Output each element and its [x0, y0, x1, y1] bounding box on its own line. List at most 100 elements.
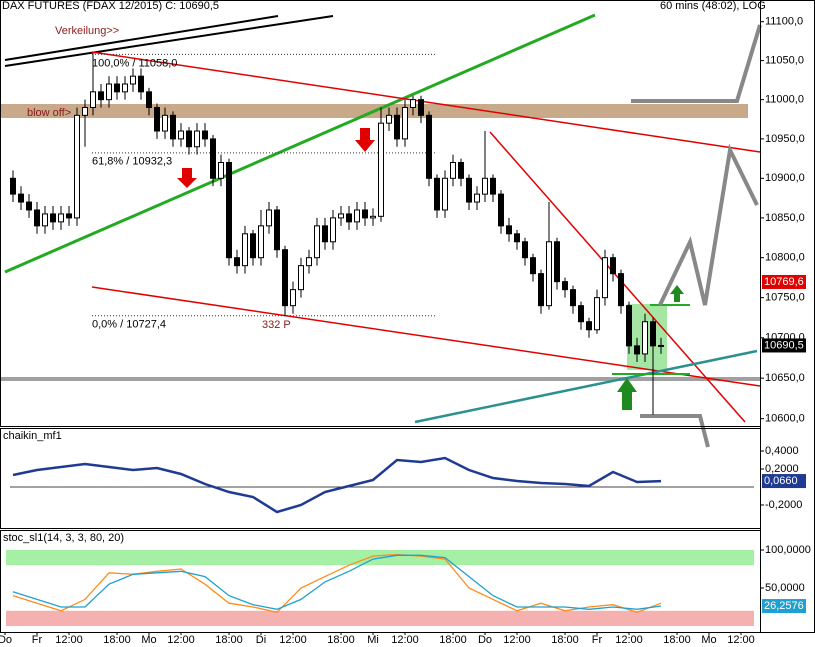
candle-body — [58, 213, 64, 223]
y-tick-label: 10650,0 — [765, 372, 805, 384]
candle-body — [450, 162, 456, 179]
x-tick-label: 18:00 — [103, 634, 131, 646]
candle-body — [618, 273, 624, 307]
x-tick-label: Fr — [592, 634, 603, 646]
fib-label: 61,8% / 10932,3 — [92, 156, 172, 168]
projection — [658, 143, 759, 306]
candle-body — [498, 193, 504, 227]
y-tick-label: -0,2000 — [765, 499, 802, 511]
candle-body — [258, 225, 264, 259]
candle-body — [130, 75, 136, 85]
x-tick-label: Di — [256, 634, 266, 646]
arrow-down — [177, 168, 197, 188]
candle-body — [370, 215, 376, 219]
candle-body — [250, 233, 256, 259]
candle-body — [226, 162, 232, 259]
x-tick-label: 18:00 — [215, 634, 243, 646]
y-tick-label: 11000,0 — [765, 94, 804, 106]
candle-body — [50, 213, 56, 223]
x-tick-label: Fr — [32, 634, 43, 646]
arrow-up — [670, 285, 684, 302]
candle-body — [114, 83, 120, 93]
candle-body — [626, 305, 632, 347]
candle-body — [322, 225, 328, 243]
band — [6, 610, 754, 626]
drawings — [4, 13, 762, 448]
candle-body — [386, 114, 392, 124]
candle-body — [330, 217, 336, 243]
candle-body — [482, 177, 488, 195]
channel-line — [91, 51, 761, 153]
candle-body — [346, 213, 352, 223]
candle-body — [354, 209, 360, 223]
candle-body — [186, 130, 192, 148]
candle-body — [266, 209, 272, 227]
price-marker — [762, 274, 806, 289]
channel-line — [91, 286, 761, 387]
candle-body — [522, 241, 528, 259]
y-tick-label: 11050,0 — [765, 54, 804, 66]
candle-body — [378, 122, 384, 217]
candle-body — [290, 289, 296, 307]
price-marker-label: 10769,6 — [764, 276, 804, 288]
candle-body — [570, 289, 576, 307]
projection — [631, 24, 762, 103]
candle-body — [66, 213, 72, 219]
x-tick-label: Do — [0, 634, 12, 646]
candle-body — [242, 233, 248, 267]
arrow-down — [355, 128, 375, 152]
candle-body — [274, 209, 280, 251]
candle-body — [338, 213, 344, 219]
wedge-line — [4, 15, 334, 67]
candle-body — [434, 177, 440, 211]
wedge-line — [4, 15, 279, 61]
candle-body — [10, 177, 16, 195]
x-tick-label: Do — [478, 634, 492, 646]
y-tick-label: 50,0000 — [765, 582, 805, 594]
y-tick-label: 10600,0 — [765, 413, 805, 425]
candle-body — [82, 106, 88, 116]
header-timeframe: 60 mins (48:02), LOG — [660, 0, 766, 12]
candle-body — [362, 209, 368, 219]
price-marker-label: 26,2576 — [764, 600, 804, 612]
candle-body — [138, 75, 144, 93]
candle-body — [178, 130, 184, 140]
candle-body — [586, 321, 592, 331]
trend-line — [4, 13, 596, 274]
candle-body — [610, 257, 616, 275]
x-tick-label: Mi — [367, 634, 379, 646]
candle-body — [202, 130, 208, 140]
y-tick-label: 10900,0 — [765, 172, 805, 184]
candle-body — [658, 344, 664, 347]
x-tick-label: 12:00 — [391, 634, 419, 646]
candle-body — [394, 114, 400, 140]
x-tick-label: 12:00 — [55, 634, 83, 646]
x-tick-label: 12:00 — [503, 634, 531, 646]
candle-body — [458, 162, 464, 179]
y-tick-label: 10850,0 — [765, 212, 805, 224]
candle-body — [26, 201, 32, 211]
annotation: 332 P — [262, 319, 291, 331]
candle-body — [106, 83, 112, 101]
candle-body — [466, 177, 472, 203]
candle-body — [602, 257, 608, 299]
arrow-up — [617, 378, 637, 410]
candle-body — [546, 241, 552, 307]
trend-line — [414, 349, 758, 424]
candle-body — [42, 213, 48, 227]
x-tick-label: 18:00 — [551, 634, 579, 646]
projection — [640, 414, 710, 448]
candle-body — [514, 233, 520, 243]
candle-body — [530, 257, 536, 275]
candle-body — [162, 114, 168, 132]
price-marker-label: 10690,5 — [764, 339, 804, 351]
candle-body — [490, 177, 496, 195]
candle-body — [554, 241, 560, 283]
candle-body — [410, 99, 416, 108]
y-tick-label: 0,4000 — [765, 445, 799, 457]
candle-body — [426, 114, 432, 179]
x-tick-label: 18:00 — [663, 634, 691, 646]
x-tick-label: Mo — [141, 634, 156, 646]
y-tick-label: 11100,0 — [765, 16, 803, 28]
